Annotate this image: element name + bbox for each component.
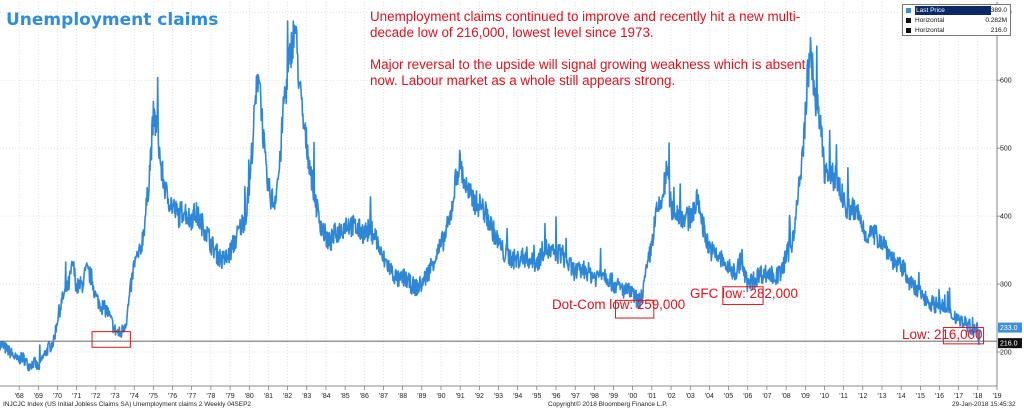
x-tick-label: '09 [801, 393, 810, 400]
legend-item-horizontal-1[interactable]: Horizontal 0.282M [903, 16, 1010, 25]
highlight-box [91, 331, 131, 348]
x-tick-label: '06 [743, 393, 752, 400]
x-tick-label: '01 [647, 393, 656, 400]
x-tick-label: '92 [475, 393, 484, 400]
footer-source: INJCJC Index (US Initial Jobless Claims … [3, 401, 252, 408]
x-tick-label: '17 [954, 393, 963, 400]
legend-label: Horizontal [915, 17, 945, 24]
x-tick-label: '14 [897, 393, 906, 400]
x-tick-label: '96 [551, 393, 560, 400]
x-tick-label: '99 [609, 393, 618, 400]
legend-value: 389.0 [990, 7, 1007, 14]
x-tick-label: '73 [110, 393, 119, 400]
y-tick-label: 200 [1000, 350, 1012, 357]
highlight-box [942, 327, 985, 345]
footer-copyright: Copyright© 2018 Bloomberg Finance L.P. [548, 401, 668, 408]
last-price-tag-bg [998, 322, 1022, 333]
y-tick-label: 500 [1000, 146, 1012, 153]
x-tick-label: '03 [686, 393, 695, 400]
legend-swatch-icon [906, 28, 911, 33]
x-tick-label: '88 [398, 393, 407, 400]
legend-swatch-icon [906, 8, 911, 13]
legend-label: Horizontal [915, 27, 945, 34]
x-tick-label: '07 [762, 393, 771, 400]
x-axis-ticks: '68 '69 '70 '71 '72 '73 '74 '75 '76 '77 '78 '79 '80 '… [15, 386, 1002, 400]
x-tick-label: '83 [302, 393, 311, 400]
legend-item-horizontal-2[interactable]: Horizontal 216.0 [903, 26, 1010, 35]
x-tick-label: '94 [513, 393, 522, 400]
x-tick-label: '91 [456, 393, 465, 400]
x-tick-label: '93 [494, 393, 503, 400]
x-tick-label: '08 [782, 393, 791, 400]
x-tick-label: '12 [858, 393, 867, 400]
x-tick-label: '02 [666, 393, 675, 400]
highlight-box [614, 299, 655, 319]
x-tick-label: '16 [935, 393, 944, 400]
callout-gfc-low: GFC low: 282,000 [690, 286, 798, 301]
legend-swatch-icon [906, 18, 911, 23]
x-tick-label: '87 [379, 393, 388, 400]
x-tick-label: '89 [417, 393, 426, 400]
x-tick-label: '13 [877, 393, 886, 400]
x-tick-label: '84 [321, 393, 330, 400]
x-tick-label: '81 [264, 393, 273, 400]
x-tick-label: '75 [149, 393, 158, 400]
x-tick-label: '80 [245, 393, 254, 400]
legend-label: Last Price [915, 6, 991, 15]
x-tick-label: '05 [724, 393, 733, 400]
y-tick-label: 300 [1000, 282, 1012, 289]
x-tick-label: '86 [360, 393, 369, 400]
horizontal-line-tag-bg [998, 338, 1022, 349]
y-tick-label: 400 [1000, 214, 1012, 221]
x-tick-label: '77 [187, 393, 196, 400]
x-tick-label: '70 [53, 393, 62, 400]
x-tick-label: '68 [15, 393, 24, 400]
last-price-tag: 233.0 [1000, 325, 1018, 332]
horizontal-line-tag: 216.0 [1000, 341, 1018, 348]
y-tick-label: 600 [1000, 78, 1012, 85]
highlight-boxes [91, 286, 985, 348]
x-tick-label: '95 [532, 393, 541, 400]
legend-value: 0.282M [985, 17, 1007, 24]
grid-lines [0, 2, 998, 386]
plot-frame [0, 2, 998, 387]
x-tick-label: '00 [628, 393, 637, 400]
x-tick-label: '90 [436, 393, 445, 400]
x-tick-label: '97 [571, 393, 580, 400]
annotation-block: Unemployment claims continued to improve… [370, 9, 830, 89]
x-tick-label: '98 [590, 393, 599, 400]
claims-series-line [0, 20, 981, 372]
x-tick-label: '19 [992, 393, 1001, 400]
x-tick-label: '76 [168, 393, 177, 400]
highlight-box [722, 286, 764, 305]
x-tick-label: '04 [705, 393, 714, 400]
x-tick-label: '10 [820, 393, 829, 400]
annotation-paragraph-1: Unemployment claims continued to improve… [370, 9, 801, 40]
x-tick-label: '15 [916, 393, 925, 400]
x-tick-label: '72 [91, 393, 100, 400]
annotation-paragraph-2: Major reversal to the upside will signal… [370, 57, 806, 88]
callout-dotcom-low: Dot-Com low: 259,000 [552, 297, 686, 312]
x-tick-label: '69 [34, 393, 43, 400]
callout-low: Low: 216,000 [902, 327, 983, 342]
x-tick-label: '82 [283, 393, 292, 400]
x-tick-label: '18 [973, 393, 982, 400]
x-tick-label: '74 [130, 393, 139, 400]
x-tick-label: '11 [839, 393, 848, 400]
y-axis-ticks: 200300400500600700 [997, 10, 1012, 357]
chart-title: Unemployment claims [6, 10, 219, 30]
x-tick-label: '78 [206, 393, 215, 400]
legend-value: 216.0 [990, 27, 1007, 34]
legend-box: Last Price 389.0 Horizontal 0.282M Horiz… [902, 4, 1011, 36]
legend-item-last-price[interactable]: Last Price 389.0 [903, 6, 1010, 15]
x-tick-label: '79 [226, 393, 235, 400]
x-tick-label: '71 [72, 393, 81, 400]
x-tick-label: '85 [341, 393, 350, 400]
axis-tags: 233.0 216.0 [998, 322, 1022, 349]
footer-timestamp: 29-Jan-2018 15:45:32 [952, 401, 1016, 408]
